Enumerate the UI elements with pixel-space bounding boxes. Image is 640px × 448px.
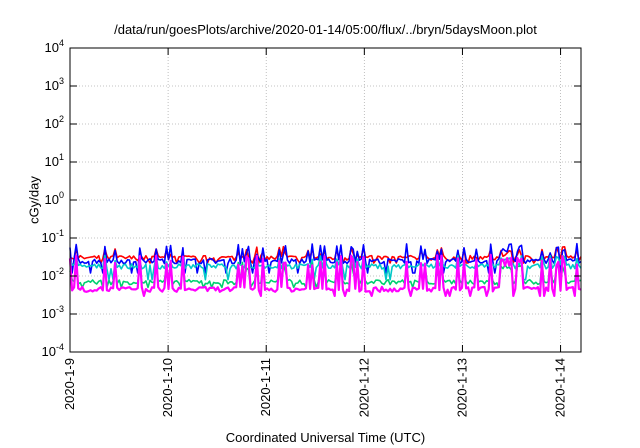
x-axis-label: Coordinated Universal Time (UTC) [225, 430, 426, 445]
x-tick-label: 2020-1-14 [553, 358, 568, 417]
x-tick-label: 2020-1-10 [160, 358, 175, 417]
series-group [68, 242, 582, 297]
y-tick-label: 10-4 [42, 342, 64, 359]
grid [70, 48, 581, 352]
x-tick-label: 2020-1-9 [62, 358, 77, 410]
x-tick-label: 2020-1-12 [356, 358, 371, 417]
y-tick-label: 100 [45, 190, 64, 207]
y-tick-label: 10-3 [42, 304, 64, 321]
x-tick-label: 2020-1-11 [258, 358, 273, 416]
y-tick-label: 101 [45, 152, 64, 169]
y-tick-label: 10-2 [42, 266, 64, 283]
y-tick-label: 104 [45, 38, 64, 55]
chart-title: /data/run/goesPlots/archive/2020-01-14/0… [114, 22, 537, 37]
y-tick-label: 10-1 [42, 228, 64, 245]
x-tick-label: 2020-1-13 [454, 358, 469, 417]
y-axis: 10-4 10-3 10-2 10-1 100 101 102 103 104 [42, 38, 581, 359]
series-line [68, 253, 582, 297]
y-tick-label: 103 [45, 76, 64, 93]
x-axis: 2020-1-9 2020-1-10 2020-1-11 2020-1-12 2020-… [62, 48, 568, 417]
y-tick-label: 102 [45, 114, 64, 131]
